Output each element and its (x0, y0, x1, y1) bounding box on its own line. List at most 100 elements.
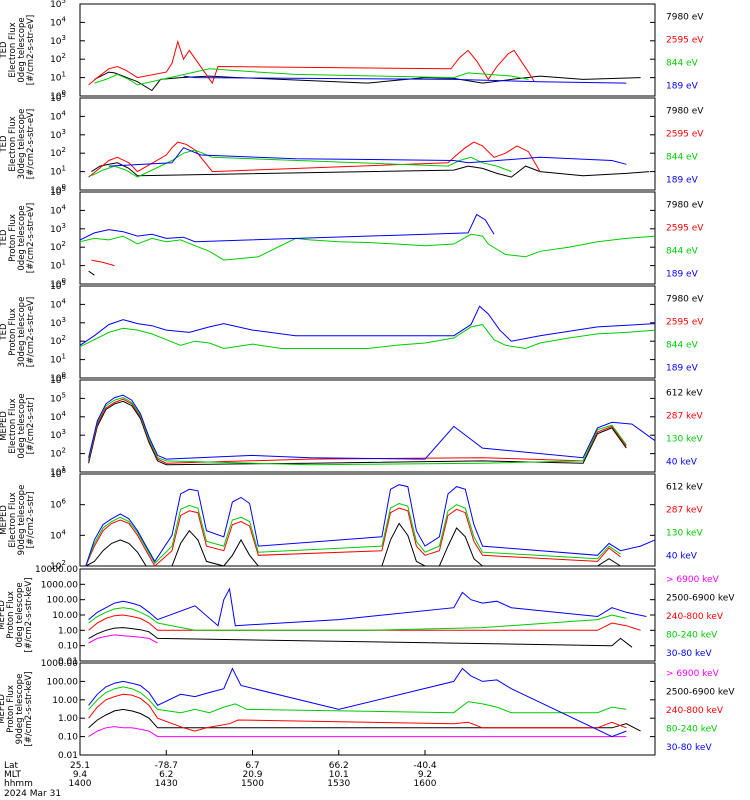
y-axis-label-line: MEPED (0, 505, 9, 535)
panel-8: 0.01 0.10 1.00 10.00 100.00 1000.00 MEPED Proto… (0, 659, 735, 761)
tick-base: 10 (50, 356, 62, 366)
tick-base: 10 (50, 470, 62, 480)
y-axis-label-line: 0deg telescope (17, 17, 27, 82)
tick-base: 10 (50, 149, 62, 159)
y-tick-label: 104 (50, 15, 66, 28)
tick-exponent: 8 (62, 467, 66, 475)
x-tick-label-lat: 66.2 (329, 761, 349, 771)
y-tick-label: 105 (50, 0, 66, 10)
panel-frame (79, 191, 656, 285)
x-tick-label-lat: -40.4 (413, 761, 437, 771)
tick-base: 10 (50, 55, 62, 65)
y-axis-label-line: [#/cm2-s-str-keV] (24, 672, 34, 747)
y-axis-label-line: 30deg telescope (17, 109, 27, 180)
y-axis-label-line: [#/cm2-s-str-eV] (26, 297, 36, 367)
series-line (88, 587, 647, 627)
y-tick-label: 101 (50, 259, 66, 272)
series-line (91, 149, 512, 178)
axis-date-label: 2024 Mar 31 (4, 789, 61, 799)
tick-base: 10 (50, 225, 62, 235)
y-axis-label-line: Electron Flux (8, 116, 18, 171)
y-axis-label-line: 90deg telescope (17, 485, 27, 556)
tick-exponent: 5 (62, 91, 66, 99)
y-axis-label-line: [#/cm2-s-str-keV] (24, 578, 34, 653)
tick-exponent: 4 (62, 109, 67, 117)
tick-base: 10 (50, 562, 62, 572)
y-axis-label-line: MEPED (0, 411, 9, 441)
y-tick-label: 103 (50, 316, 66, 329)
legend-entry: 189 eV (666, 82, 699, 92)
y-axis-label-line: TED (0, 323, 9, 342)
y-axis-label-line: 90deg telescope (15, 674, 25, 745)
axis-row-label-lat: Lat (4, 761, 19, 771)
series-line (88, 400, 627, 466)
tick-exponent: 1 (62, 353, 66, 361)
legend-entry: 612 keV (666, 389, 703, 399)
y-axis-label-line: Proton Flux (8, 214, 18, 262)
x-tick-label-hhmm: 1400 (69, 779, 92, 789)
y-axis-label-line: [#/cm2-s-str] (26, 398, 36, 455)
tick-exponent: 1 (62, 71, 66, 79)
x-tick-label-hhmm: 1530 (327, 779, 350, 789)
legend-entry: 844 eV (666, 341, 699, 351)
tick-base: 10 (50, 300, 62, 310)
y-tick-label: 106 (50, 498, 66, 511)
tick-base: 10 (50, 186, 62, 196)
y-tick-label: 104 (50, 410, 66, 423)
series-line (88, 141, 541, 178)
y-tick-label: 100 (50, 371, 66, 384)
y-axis-label-line: 0deg telescope (17, 205, 27, 270)
tick-base: 10 (50, 262, 62, 272)
tick-base: 10 (50, 206, 62, 216)
tick-base: 10 (50, 131, 62, 141)
y-tick-label: 103 (50, 34, 66, 47)
y-axis-label-line: Proton Flux (6, 685, 16, 733)
panel-frame (79, 285, 656, 379)
y-axis-label-line: TED (0, 135, 9, 154)
y-axis-label-line: MEPED (0, 600, 7, 630)
tick-base: 10 (50, 501, 62, 511)
tick-exponent: 2 (62, 334, 66, 342)
tick-base: 10 (50, 92, 62, 102)
legend-entry: 80-240 keV (666, 630, 718, 640)
series-line (108, 147, 627, 167)
series-line (88, 627, 633, 648)
y-tick-label: 10.00 (52, 611, 78, 621)
y-tick-label: 105 (50, 91, 66, 104)
tick-exponent: 3 (62, 428, 66, 436)
tick-exponent: 5 (62, 279, 66, 287)
tick-exponent: 5 (62, 185, 66, 193)
tick-exponent: 2 (62, 240, 66, 248)
series-line (88, 686, 627, 714)
legend-entry: 844 eV (666, 153, 699, 163)
axis-row-label-mlt: MLT (4, 770, 22, 780)
y-axis-label-line: TED (0, 229, 9, 248)
series-line (88, 634, 158, 644)
series-line (88, 708, 641, 732)
tick-exponent: 2 (62, 146, 66, 154)
y-tick-label: 105 (50, 279, 66, 292)
legend-entry: 2595 eV (666, 224, 704, 234)
y-tick-label: 0.01 (58, 751, 78, 761)
legend-entry: 2595 eV (666, 36, 704, 46)
y-axis-label-line: Electron Flux (8, 398, 18, 453)
legend-entry: 130 keV (666, 529, 703, 539)
series-line (79, 305, 656, 346)
series-line (91, 162, 650, 178)
tick-exponent: 3 (62, 128, 66, 136)
x-tick-label-hhmm: 1430 (155, 779, 178, 789)
tick-exponent: 6 (62, 373, 67, 381)
y-tick-label: 100.00 (47, 677, 79, 687)
panel-frame (79, 379, 656, 473)
y-tick-label: 1.00 (58, 626, 78, 636)
panel-frame (79, 3, 656, 97)
y-tick-label: 100 (50, 89, 66, 102)
tick-exponent: 3 (62, 316, 66, 324)
